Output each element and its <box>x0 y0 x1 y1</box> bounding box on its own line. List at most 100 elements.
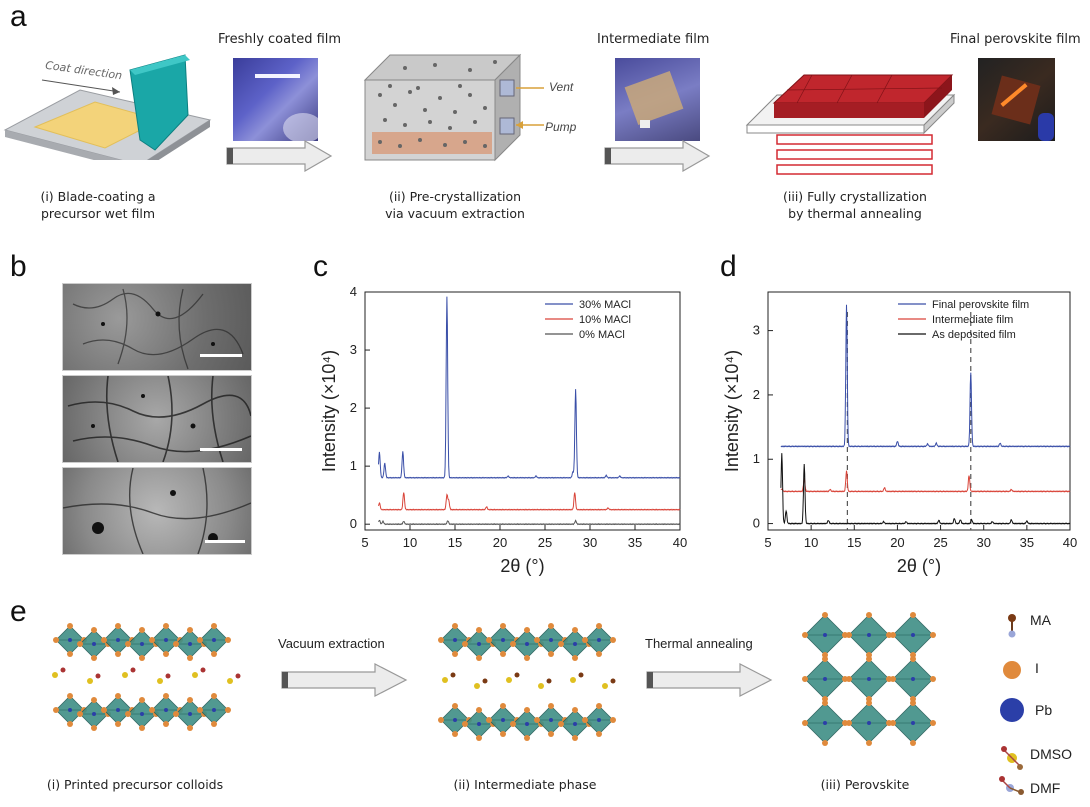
plot-frame <box>767 291 1071 531</box>
legend-entry: 30% MACl <box>579 299 631 311</box>
panel-letter-e: e <box>10 595 27 628</box>
process-arrow-2 <box>604 140 711 172</box>
step1-caption: (i) Blade-coating a precursor wet film <box>18 188 178 222</box>
legend-entry: 10% MACl <box>579 314 631 326</box>
legend-i: I <box>1035 660 1039 676</box>
octahedron <box>510 707 544 741</box>
y-tick-label: 3 <box>350 342 357 357</box>
octahedron <box>582 703 616 737</box>
octahedron <box>462 627 496 661</box>
series-line-1 <box>780 470 1071 493</box>
legend-dmf: DMF <box>1030 780 1061 796</box>
intermediate-film-photo <box>615 58 700 141</box>
octahedron <box>125 697 159 731</box>
xrd-chart-d: 5 10 15 20 25 30 35 40 0 1 2 3 2θ (°) Intensity (×10⁴… <box>722 291 1077 576</box>
e-step1-caption: (i) Printed precursor colloids <box>46 777 224 792</box>
y-tick-label: 2 <box>753 387 760 402</box>
octahedron <box>125 627 159 661</box>
vent-label: Vent <box>549 80 574 94</box>
x-tick-label: 20 <box>493 535 507 550</box>
octahedron <box>846 700 892 746</box>
step3-caption-line1: (iii) Fully crystallization <box>783 189 927 204</box>
step1-caption-line2: precursor wet film <box>40 206 155 221</box>
scale-bar-2 <box>200 448 242 451</box>
plot-frame <box>364 291 681 531</box>
x-tick-label: 5 <box>361 535 368 550</box>
sem-image-2 <box>62 375 252 463</box>
sem-image-1 <box>62 283 252 371</box>
x-tick-label: 20 <box>890 535 904 550</box>
legend-dmso: DMSO <box>1030 746 1072 762</box>
x-axis-label: 2θ (°) <box>897 556 941 576</box>
octahedron <box>438 623 472 657</box>
legend-entry: As deposited film <box>932 329 1016 341</box>
intermediate-phase-structure <box>438 623 616 741</box>
octahedron <box>802 612 848 658</box>
y-tick-label: 2 <box>350 400 357 415</box>
e-step2-caption: (ii) Intermediate phase <box>453 777 597 792</box>
panel-letter-a: a <box>10 0 27 33</box>
octahedron <box>558 627 592 661</box>
y-tick-label: 0 <box>350 516 357 531</box>
octahedron <box>486 703 520 737</box>
x-tick-label: 30 <box>583 535 597 550</box>
octahedron <box>197 623 231 657</box>
freshly-coated-photo <box>233 58 318 141</box>
freshly-coated-label: Freshly coated film <box>218 32 342 47</box>
series-line-0 <box>780 304 1071 448</box>
octahedron <box>77 697 111 731</box>
x-tick-label: 15 <box>448 535 462 550</box>
octahedron <box>510 627 544 661</box>
legend-entry: Intermediate film <box>932 314 1013 326</box>
step2-caption-line2: via vacuum extraction <box>385 206 525 221</box>
structure-legend-icons <box>999 614 1024 795</box>
series-line-2 <box>378 519 681 526</box>
y-tick-label: 1 <box>350 458 357 473</box>
legend-pb: Pb <box>1035 702 1053 718</box>
octahedron <box>890 612 936 658</box>
thermal-annealing-illustration <box>745 74 956 175</box>
process-arrow-1 <box>226 140 333 172</box>
vent-pump-arrows <box>516 87 544 129</box>
scale-bar-1 <box>200 354 242 357</box>
x-tick-label: 25 <box>538 535 552 550</box>
series-line-2 <box>780 453 1071 525</box>
y-axis-label: Intensity (×10⁴) <box>319 350 339 472</box>
octahedron <box>486 623 520 657</box>
sem-image-3 <box>62 467 252 555</box>
final-film-label: Final perovskite film <box>950 32 1081 47</box>
vacuum-chamber-illustration <box>363 53 522 162</box>
precursor-colloids-structure <box>52 623 241 731</box>
octahedron <box>534 623 568 657</box>
step3-caption: (iii) Fully crystallization by thermal a… <box>765 188 945 222</box>
x-tick-label: 40 <box>1063 535 1077 550</box>
pump-label: Pump <box>545 120 577 134</box>
final-film-photo <box>978 58 1055 141</box>
octahedron <box>802 700 848 746</box>
x-tick-label: 35 <box>628 535 642 550</box>
y-axis-label: Intensity (×10⁴) <box>722 350 742 472</box>
octahedron <box>558 707 592 741</box>
octahedron <box>582 623 616 657</box>
series-line-0 <box>378 296 681 479</box>
perovskite-structure <box>802 612 936 746</box>
y-tick-label: 4 <box>350 284 357 299</box>
series-line-1 <box>378 492 681 511</box>
x-tick-label: 25 <box>933 535 947 550</box>
vacuum-extraction-arrow <box>281 663 408 697</box>
scale-bar-3 <box>205 540 245 543</box>
x-tick-label: 30 <box>976 535 990 550</box>
step1-caption-line1: (i) Blade-coating a <box>40 189 156 204</box>
octahedron <box>149 623 183 657</box>
octahedron <box>77 627 111 661</box>
octahedron <box>890 700 936 746</box>
octahedron <box>173 697 207 731</box>
octahedron <box>53 623 87 657</box>
thermal-annealing-label: Thermal annealing <box>645 636 753 651</box>
octahedron <box>101 623 135 657</box>
x-tick-label: 35 <box>1020 535 1034 550</box>
octahedron <box>438 703 472 737</box>
octahedron <box>53 693 87 727</box>
x-tick-label: 40 <box>673 535 687 550</box>
x-tick-label: 15 <box>847 535 861 550</box>
